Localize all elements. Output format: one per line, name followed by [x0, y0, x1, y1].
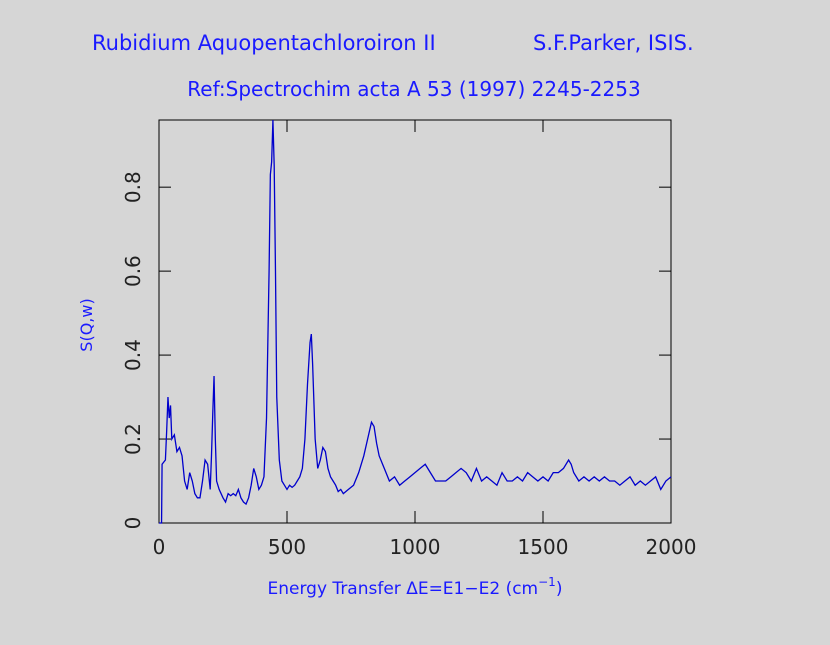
x-tick-label: 500: [268, 535, 306, 559]
y-tick-label: 0: [121, 517, 145, 530]
x-tick-label: 2000: [646, 535, 697, 559]
chart-subtitle: Ref:Spectrochim acta A 53 (1997) 2245-22…: [187, 77, 640, 101]
x-label-text: Energy Transfer ΔE=E1−E2 (cm: [268, 579, 539, 599]
y-tick-label: 0.2: [121, 423, 145, 455]
y-tick-label: 0.8: [121, 171, 145, 203]
x-label-suffix: ): [556, 579, 563, 599]
y-axis-label: S(Q,w): [77, 298, 96, 351]
y-tick-label: 0.4: [121, 339, 145, 371]
x-label-superscript: −1: [538, 575, 556, 589]
chart-title: Rubidium Aquopentachloroiron II: [92, 31, 436, 55]
spectrum-line: [159, 119, 672, 524]
x-axis-label: Energy Transfer ΔE=E1−E2 (cm−1): [268, 575, 563, 599]
chart-author: S.F.Parker, ISIS.: [533, 31, 694, 55]
y-tick-label: 0.6: [121, 255, 145, 287]
x-tick-label: 1000: [390, 535, 441, 559]
x-tick-label: 0: [153, 535, 166, 559]
x-tick-label: 1500: [518, 535, 569, 559]
